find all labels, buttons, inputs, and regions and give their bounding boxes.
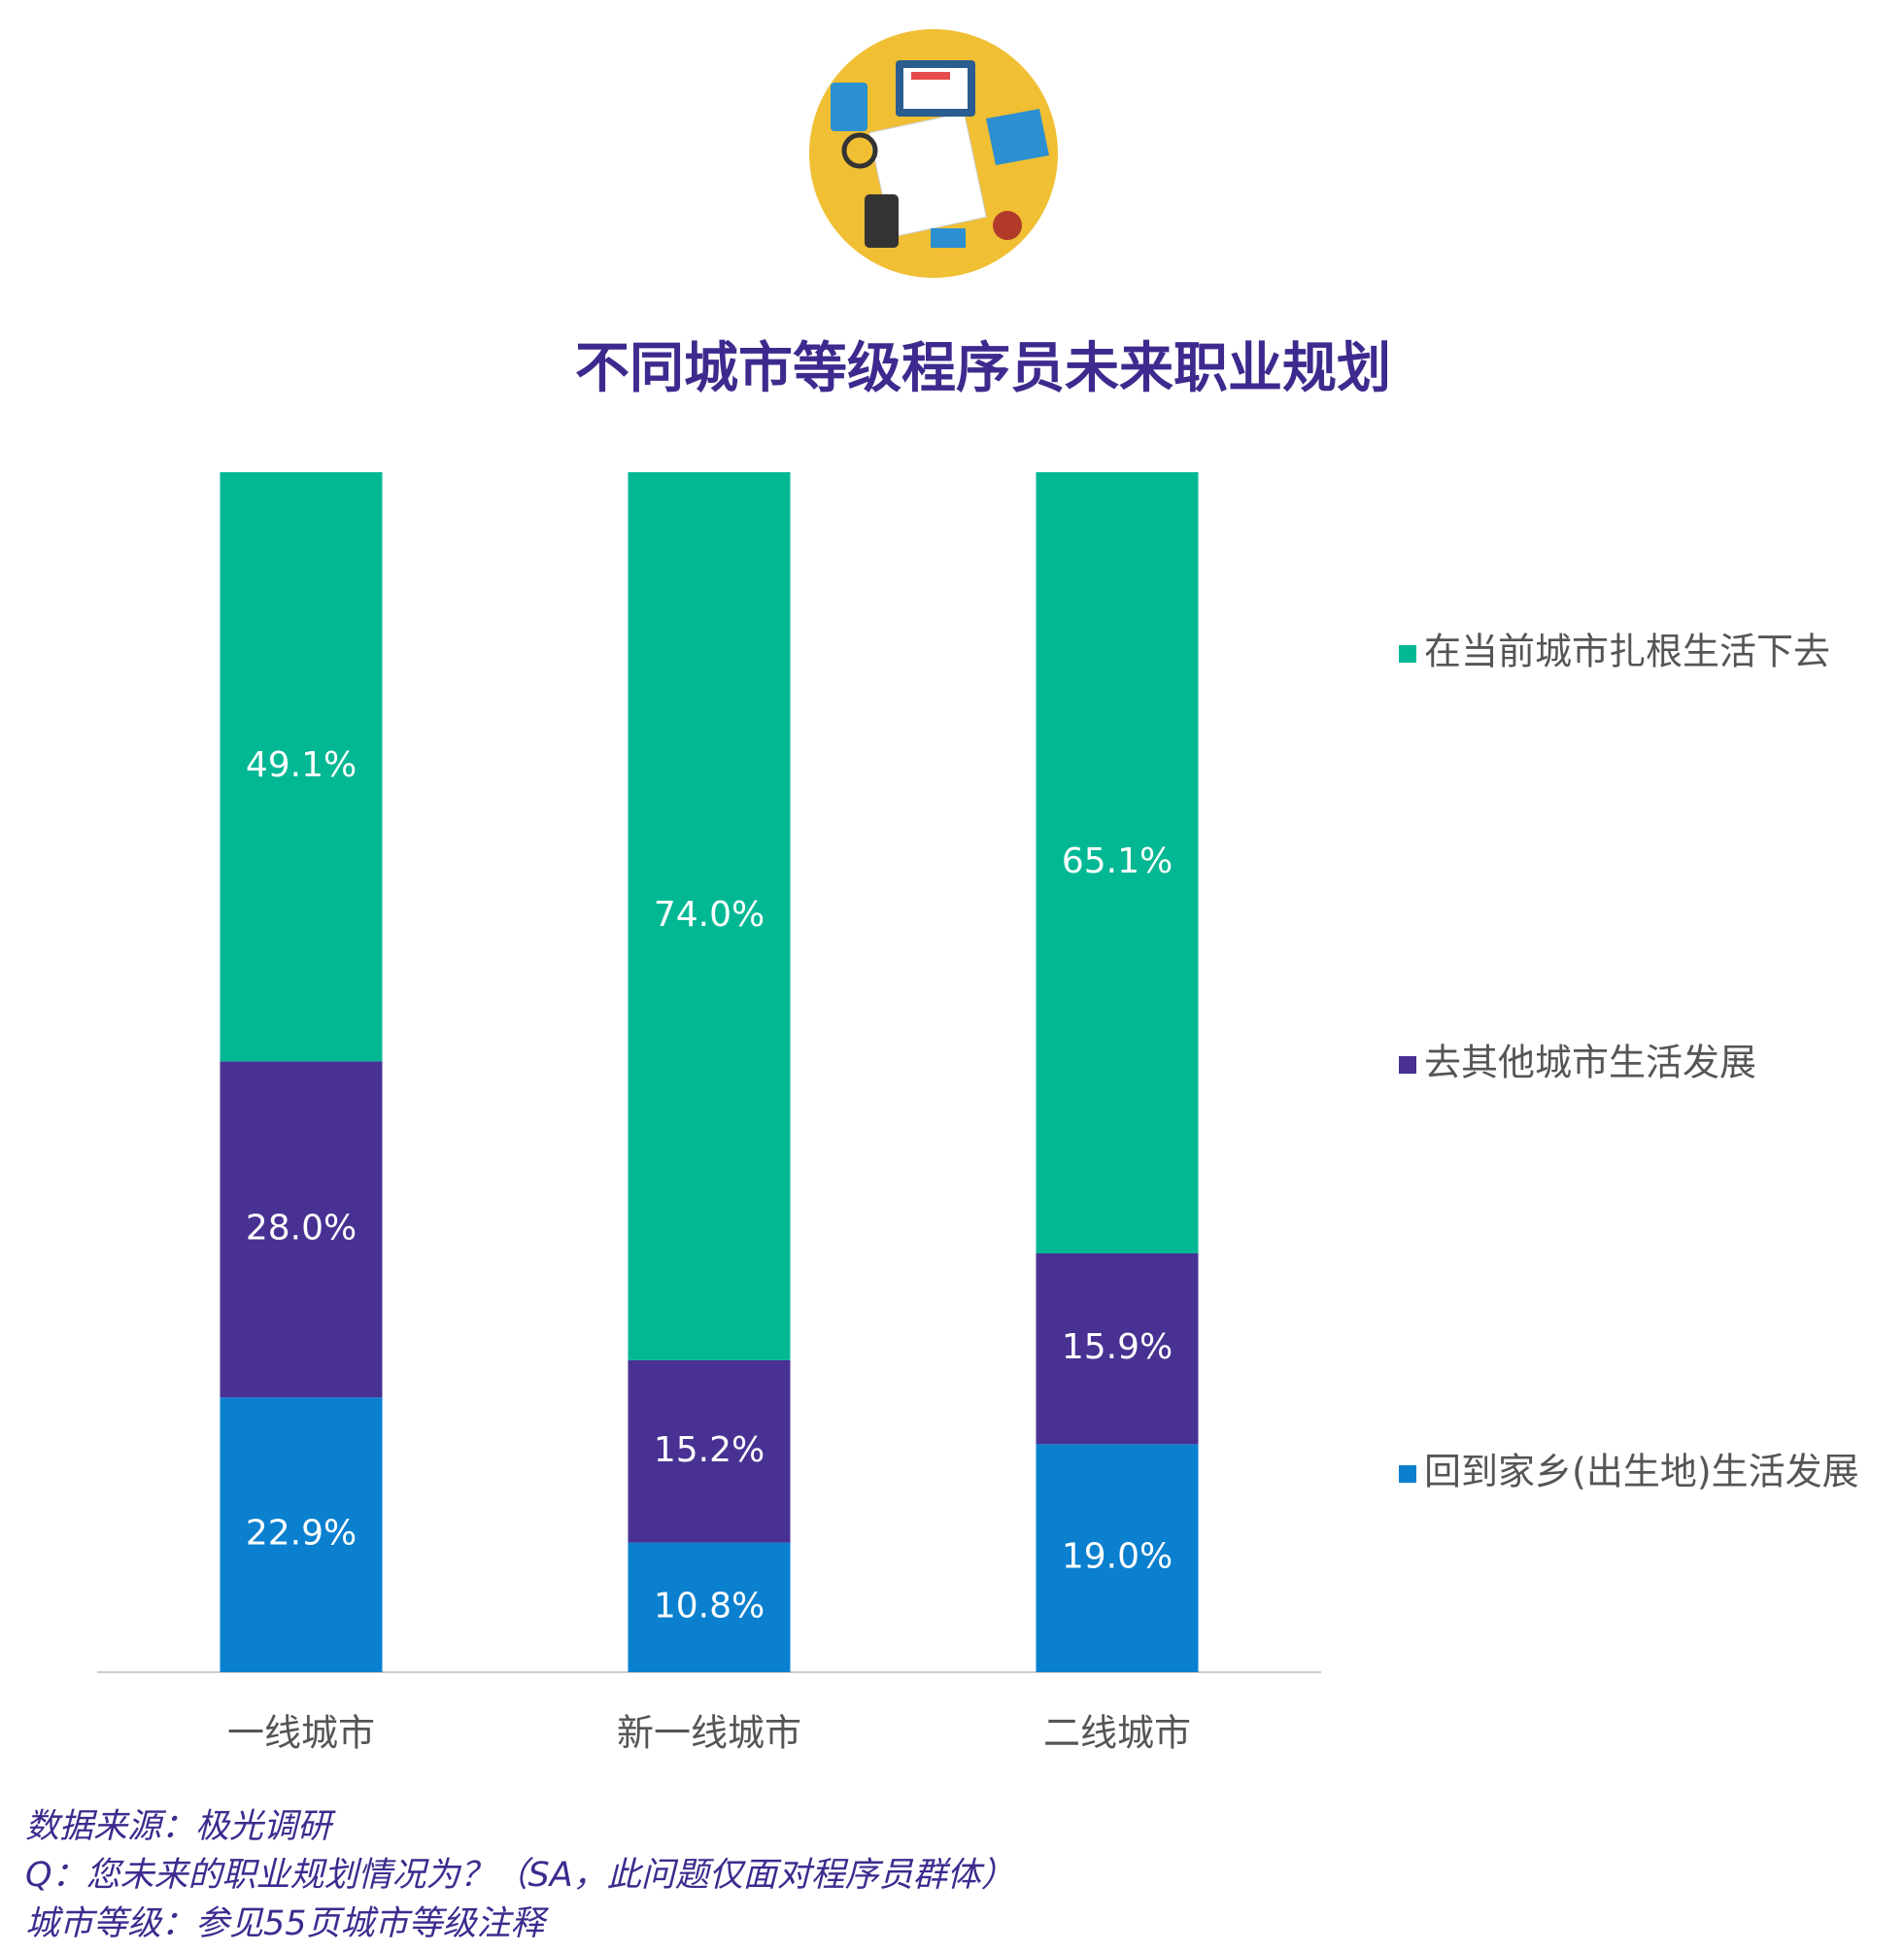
footnote: Q：您未来的职业规划情况为？（SA，此问题仅面对程序员群体）: [25, 1856, 1015, 1895]
value-label: 15.9%: [1062, 1327, 1173, 1367]
x-tick-label: 新一线城市: [617, 1712, 801, 1755]
value-label: 22.9%: [246, 1514, 357, 1554]
bar-segment: [628, 472, 791, 1360]
legend-swatch: [1399, 1056, 1416, 1074]
footnote: 城市等级：参见55页城市等级注释: [25, 1904, 550, 1943]
bar-segment: [1036, 1444, 1199, 1672]
value-label: 15.2%: [654, 1430, 765, 1470]
bar-segment: [220, 1061, 383, 1398]
legend-label: 在当前城市扎根生活下去: [1424, 631, 1830, 673]
value-label: 10.8%: [654, 1586, 765, 1626]
bar-segment: [628, 1542, 791, 1672]
footnote: 数据来源：极光调研: [25, 1807, 336, 1846]
value-label: 28.0%: [246, 1208, 357, 1248]
bar-segment: [220, 1397, 383, 1672]
bar-segment: [628, 1359, 791, 1543]
bar-segment: [1036, 472, 1199, 1253]
x-tick-label: 二线城市: [1043, 1712, 1191, 1755]
bar-segment: [1036, 1252, 1199, 1445]
value-label: 49.1%: [246, 745, 357, 785]
header-icon: [809, 29, 1058, 278]
chart-title: 不同城市等级程序员未来职业规划: [575, 337, 1391, 400]
value-label: 19.0%: [1062, 1537, 1173, 1577]
legend-label: 去其他城市生活发展: [1424, 1042, 1756, 1084]
value-label: 65.1%: [1062, 841, 1173, 881]
value-label: 74.0%: [654, 895, 765, 935]
legend-swatch: [1399, 645, 1416, 663]
bar-segment: [220, 472, 383, 1062]
legend-swatch: [1399, 1465, 1416, 1483]
legend-label: 回到家乡(出生地)生活发展: [1424, 1451, 1859, 1493]
x-tick-label: 一线城市: [227, 1712, 375, 1755]
